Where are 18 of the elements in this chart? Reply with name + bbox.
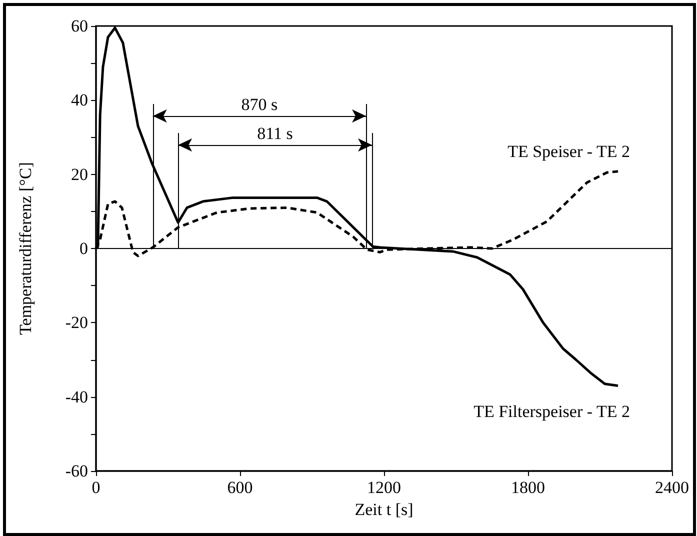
series-label: TE Filterspeiser - TE 2	[474, 402, 630, 422]
x-tick-label: 600	[227, 478, 253, 497]
y-tick-label: -40	[65, 387, 88, 406]
annotation: 811 s	[257, 124, 293, 143]
y-tick-label: -20	[65, 313, 88, 332]
y-axis-title: Temperaturdifferenz [°C]	[16, 162, 35, 335]
x-axis-title: Zeit t [s]	[354, 500, 414, 519]
y-tick-label: 40	[71, 90, 88, 110]
x-tick-label: 0	[92, 478, 100, 497]
x-tick-label: 2400	[655, 478, 689, 497]
x-tick-label: 1800	[511, 478, 545, 497]
x-tick-label: 1200	[367, 478, 401, 497]
series-label: TE Speiser - TE 2	[508, 142, 630, 161]
y-tick-label: 20	[71, 164, 88, 184]
y-tick-label: 0	[80, 239, 88, 258]
annotation: 870 s	[241, 95, 278, 114]
y-tick-label: -60	[65, 462, 88, 480]
y-tick-label: 60	[71, 16, 88, 36]
